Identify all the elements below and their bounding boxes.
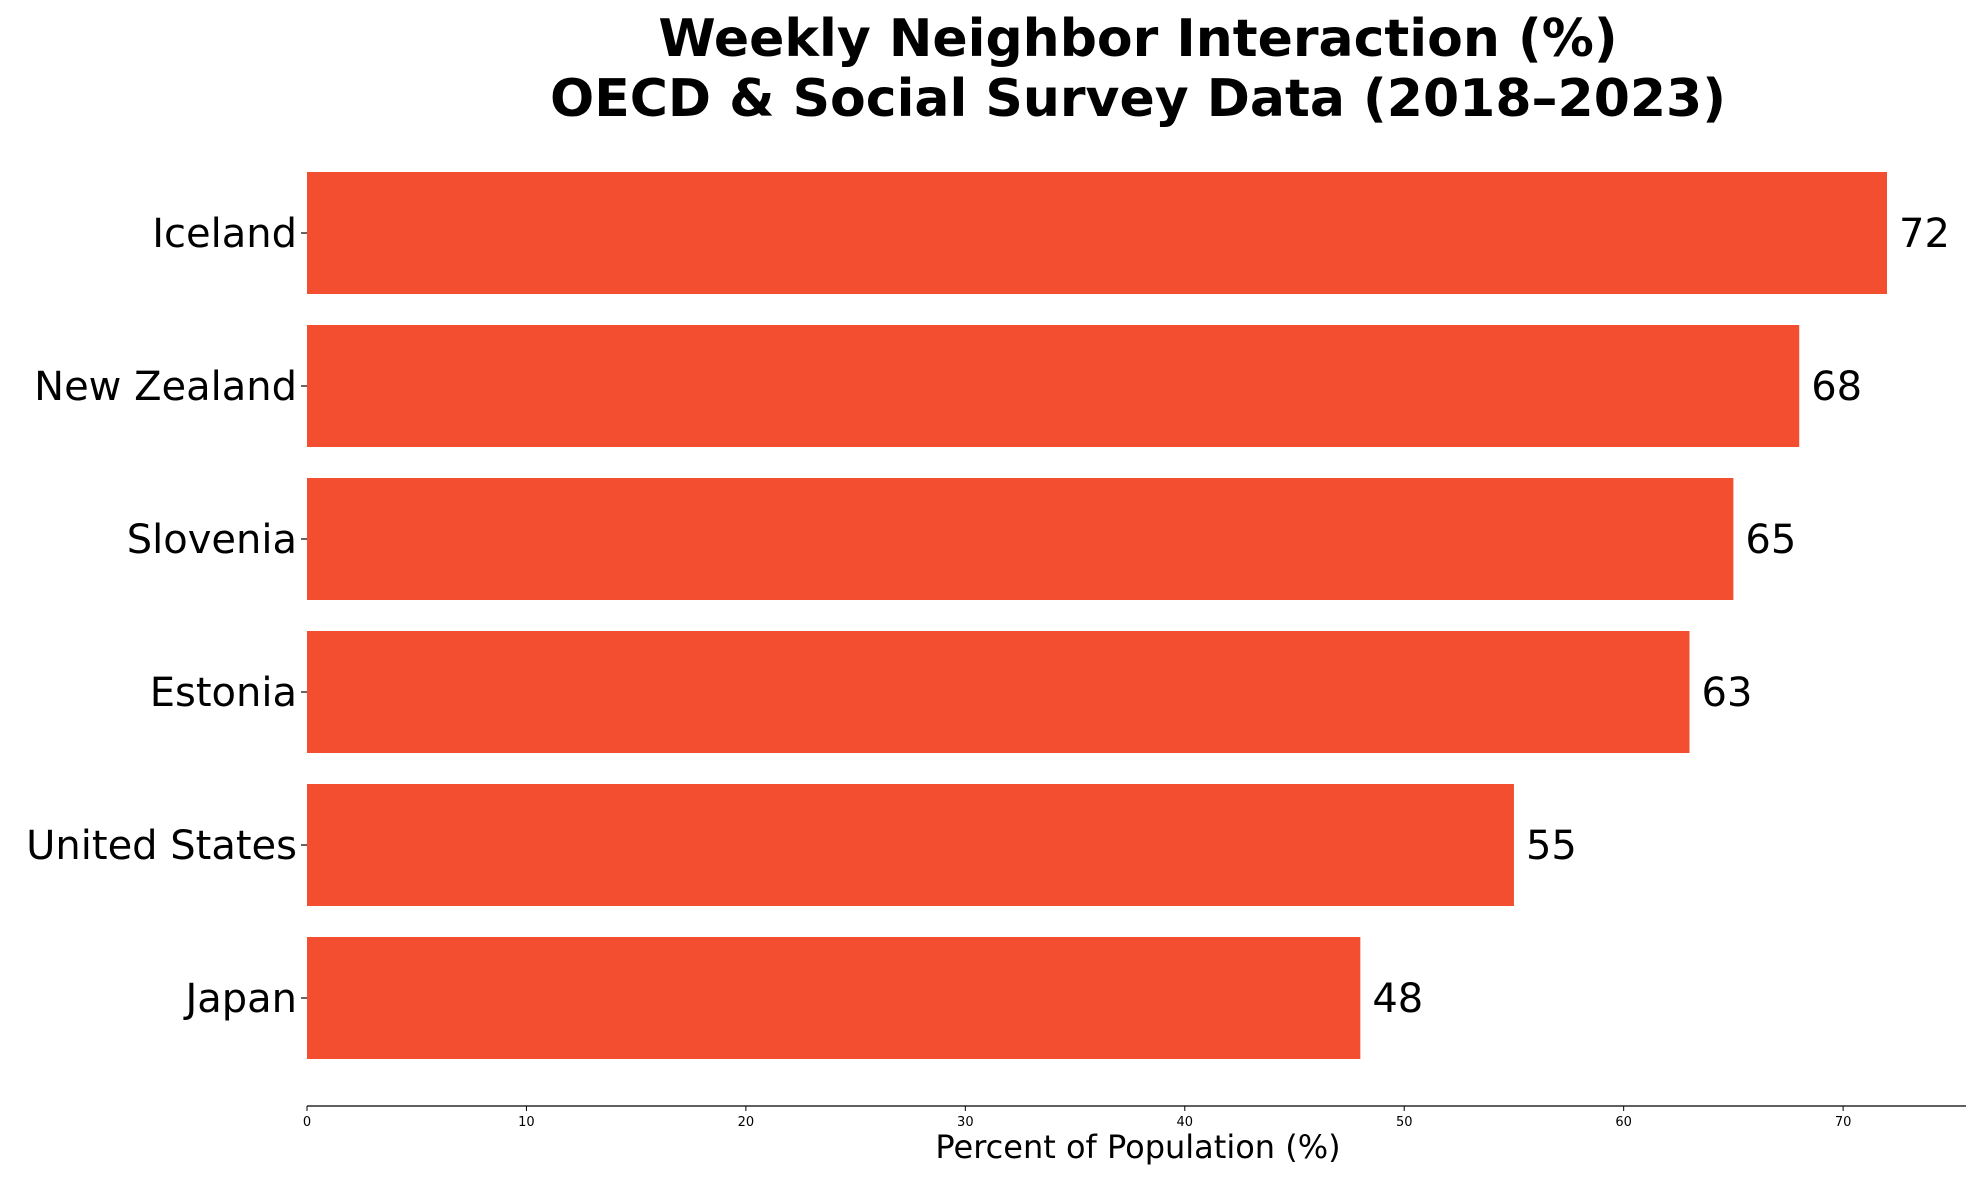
value-label-japan: 48	[1372, 976, 1423, 1022]
chart-title-line-1: Weekly Neighbor Interaction (%)	[658, 9, 1617, 69]
x-axis-label: Percent of Population (%)	[935, 1128, 1340, 1166]
x-tick-label-70: 70	[1835, 1115, 1852, 1130]
x-tick-label-30: 30	[957, 1115, 974, 1130]
value-label-slovenia: 65	[1745, 517, 1796, 563]
bar-estonia	[307, 631, 1690, 753]
bar-united-states	[307, 784, 1514, 906]
value-label-new-zealand: 68	[1811, 364, 1862, 410]
x-tick-label-50: 50	[1396, 1115, 1413, 1130]
bars-group: Iceland 72 New Zealand 68 Slovenia 65 Estonia 6…	[26, 172, 1950, 1059]
category-label-iceland: Iceland	[152, 211, 297, 257]
x-tick-label-10: 10	[518, 1115, 535, 1130]
bar-iceland	[307, 172, 1887, 294]
category-label-japan: Japan	[182, 976, 297, 1022]
bar-japan	[307, 937, 1361, 1059]
x-axis: 0 10 20 30 40 50 60 70	[303, 1105, 1966, 1130]
x-tick-label-20: 20	[738, 1115, 755, 1130]
x-tick-label-0: 0	[303, 1115, 311, 1130]
x-tick-label-40: 40	[1177, 1115, 1194, 1130]
value-label-iceland: 72	[1899, 211, 1950, 257]
category-label-new-zealand: New Zealand	[34, 364, 297, 410]
chart-title-line-2: OECD & Social Survey Data (2018–2023)	[550, 69, 1726, 129]
category-label-estonia: Estonia	[150, 670, 297, 716]
category-label-united-states: United States	[26, 823, 297, 869]
bar-new-zealand	[307, 325, 1800, 447]
bar-slovenia	[307, 478, 1734, 600]
value-label-united-states: 55	[1526, 823, 1577, 869]
x-tick-label-60: 60	[1615, 1115, 1632, 1130]
value-label-estonia: 63	[1702, 670, 1753, 716]
category-label-slovenia: Slovenia	[127, 517, 297, 563]
